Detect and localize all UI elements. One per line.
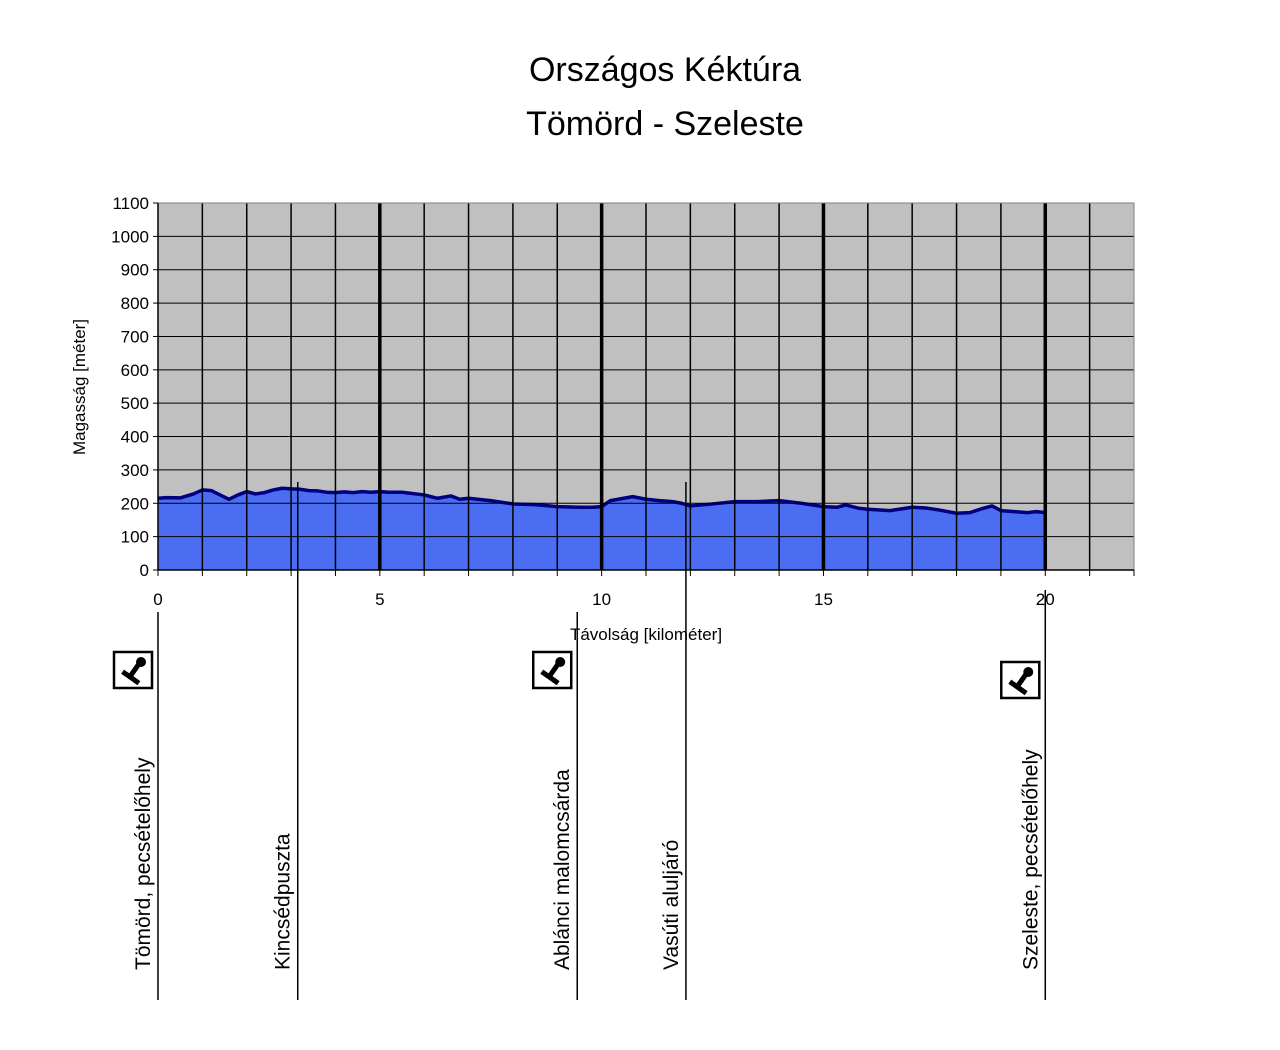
y-tick-label: 300 bbox=[121, 461, 149, 480]
plot-area: 0 100 200 300 400 500 600 700 800 900 1000 1100 0 5 10… bbox=[111, 194, 1135, 609]
stamp-icon bbox=[112, 650, 154, 690]
waypoint-label: Vasúti aluljáró bbox=[660, 840, 683, 970]
waypoint-label: Kincsédpuszta bbox=[272, 833, 295, 970]
x-tick-label: 5 bbox=[375, 590, 384, 609]
x-tick-label: 15 bbox=[814, 590, 833, 609]
waypoint-label: Tömörd, pecsételőhely bbox=[132, 757, 155, 970]
y-tick-label: 200 bbox=[121, 494, 149, 513]
waypoint-markers: Tömörd, pecsételőhely Kincsédpuszta Ablánc… bbox=[112, 482, 1047, 1000]
x-tick-label: 10 bbox=[592, 590, 611, 609]
stamp-icon bbox=[531, 650, 573, 690]
y-axis-label: Magasság [méter] bbox=[70, 319, 89, 455]
y-tick-label: 700 bbox=[121, 327, 149, 346]
y-tick-label: 400 bbox=[121, 428, 149, 447]
chart-subtitle: Tömörd - Szeleste bbox=[526, 105, 804, 143]
stamp-icon bbox=[1000, 660, 1041, 700]
y-tick-label: 100 bbox=[121, 528, 149, 547]
elevation-line bbox=[157, 486, 1046, 516]
x-axis-label: Távolság [kilométer] bbox=[570, 625, 722, 644]
waypoint-label: Ablánci malomcsárda bbox=[551, 769, 574, 970]
y-tick-label: 1100 bbox=[112, 194, 149, 213]
waypoint-label: Szeleste, pecsételőhely bbox=[1019, 749, 1042, 970]
y-tick-label: 900 bbox=[121, 261, 149, 280]
y-tick-label: 0 bbox=[140, 561, 149, 580]
chart-title: Országos Kéktúra bbox=[529, 51, 801, 89]
x-tick-label: 0 bbox=[153, 590, 162, 609]
y-tick-label: 500 bbox=[121, 394, 149, 413]
y-tick-label: 800 bbox=[121, 294, 149, 313]
y-tick-label: 1000 bbox=[111, 227, 149, 246]
y-tick-label: 600 bbox=[121, 361, 149, 380]
